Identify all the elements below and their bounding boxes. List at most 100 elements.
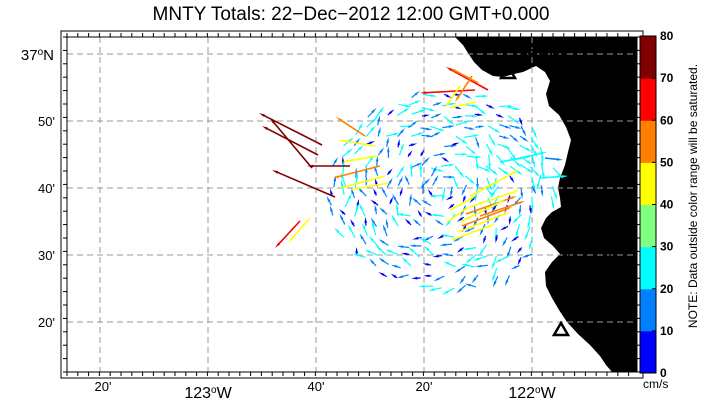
- current-vector: [401, 252, 410, 256]
- current-vector: [339, 209, 346, 216]
- current-vector: [430, 165, 438, 177]
- current-vector: [450, 186, 453, 198]
- current-vector: [519, 163, 534, 174]
- current-vector: [368, 236, 380, 248]
- colorbar-tick-label: 0: [660, 366, 667, 380]
- current-vector: [430, 213, 444, 217]
- current-vector: [454, 152, 469, 156]
- current-vector: [396, 245, 410, 249]
- current-vector: [411, 276, 421, 280]
- radar-stations: [498, 63, 607, 337]
- current-vector: [396, 213, 411, 217]
- current-vector: [272, 170, 336, 198]
- current-vector: [370, 199, 379, 206]
- current-vector: [270, 118, 313, 169]
- current-vector: [461, 207, 512, 227]
- current-vector: [374, 204, 378, 215]
- current-vector: [408, 246, 421, 258]
- current-vector: [527, 214, 532, 229]
- current-vector: [499, 104, 515, 108]
- current-vector: [456, 247, 465, 253]
- current-vector: [492, 267, 498, 282]
- current-vector: [424, 211, 433, 216]
- current-vector: [371, 220, 377, 236]
- current-vector: [474, 113, 484, 116]
- current-vector: [424, 245, 435, 256]
- current-vector: [504, 275, 510, 287]
- current-vector: [386, 136, 389, 147]
- current-vector: [422, 93, 438, 97]
- current-vector: [417, 209, 423, 217]
- current-vector: [475, 264, 488, 268]
- current-vector: [529, 205, 532, 215]
- current-vector: [521, 253, 533, 258]
- colorbar-segment: [640, 120, 656, 163]
- current-vector: [442, 287, 455, 295]
- current-vector: [420, 149, 425, 157]
- current-vector: [427, 189, 433, 197]
- current-vector: [441, 163, 456, 167]
- current-vector: [551, 186, 558, 201]
- current-vector: [488, 133, 496, 147]
- current-vector: [550, 196, 555, 210]
- current-vector: [423, 274, 432, 278]
- current-vector: [509, 125, 522, 129]
- current-vector: [520, 187, 523, 199]
- current-vector: [411, 109, 427, 115]
- current-vector: [469, 170, 519, 197]
- current-vector: [375, 245, 387, 256]
- current-vector: [442, 157, 450, 163]
- current-vector: [433, 153, 447, 157]
- colorbar-ticks: 0 10 20 30 40 50 60 70 80: [660, 29, 674, 380]
- current-vector: [448, 101, 477, 108]
- current-vector: [397, 127, 406, 138]
- lat-label-37n: 37oN: [21, 47, 54, 65]
- current-vector: [369, 258, 377, 267]
- current-vector: [386, 168, 393, 176]
- colorbar-segment: [640, 162, 656, 205]
- scale-bar: 10 km: [568, 234, 611, 256]
- current-vector: [491, 255, 498, 270]
- current-vector: [352, 253, 366, 259]
- current-vector: [364, 216, 368, 226]
- current-vector: [531, 126, 537, 139]
- plot-frame: [66, 36, 638, 373]
- current-vector: [475, 125, 485, 129]
- current-vector: [359, 203, 366, 217]
- current-vector: [401, 257, 412, 267]
- current-vector: [508, 216, 512, 226]
- current-vector: [509, 156, 522, 168]
- current-vector: [420, 89, 476, 94]
- current-vector: [390, 273, 398, 279]
- current-vector: [540, 185, 544, 197]
- current-vector: [528, 237, 533, 251]
- current-vector: [487, 125, 501, 134]
- current-vector: [449, 196, 476, 211]
- current-vector: [431, 113, 442, 119]
- current-vector: [353, 144, 364, 155]
- current-vector: [465, 146, 477, 156]
- current-vector: [477, 165, 492, 172]
- current-vector: [409, 244, 422, 248]
- current-vector: [461, 184, 468, 196]
- current-vector: [399, 187, 403, 196]
- current-vector: [391, 214, 399, 227]
- plot-area: [67, 37, 637, 372]
- current-vector: [418, 237, 432, 245]
- current-vector: [443, 115, 455, 126]
- current-vector: [518, 117, 523, 127]
- current-vector: [366, 117, 378, 128]
- current-vector: [432, 102, 443, 106]
- current-vector: [408, 143, 418, 147]
- current-vector: [492, 275, 499, 288]
- current-vector: [530, 196, 534, 212]
- current-vector: [419, 163, 423, 178]
- current-vector: [516, 247, 523, 254]
- current-vector: [450, 68, 479, 84]
- current-vector: [483, 235, 487, 245]
- current-vector: [382, 224, 388, 237]
- lon-label-40: 40': [308, 379, 325, 394]
- colorbar-tick-label: 80: [660, 29, 674, 43]
- current-vector: [422, 263, 432, 266]
- current-vector: [473, 255, 488, 261]
